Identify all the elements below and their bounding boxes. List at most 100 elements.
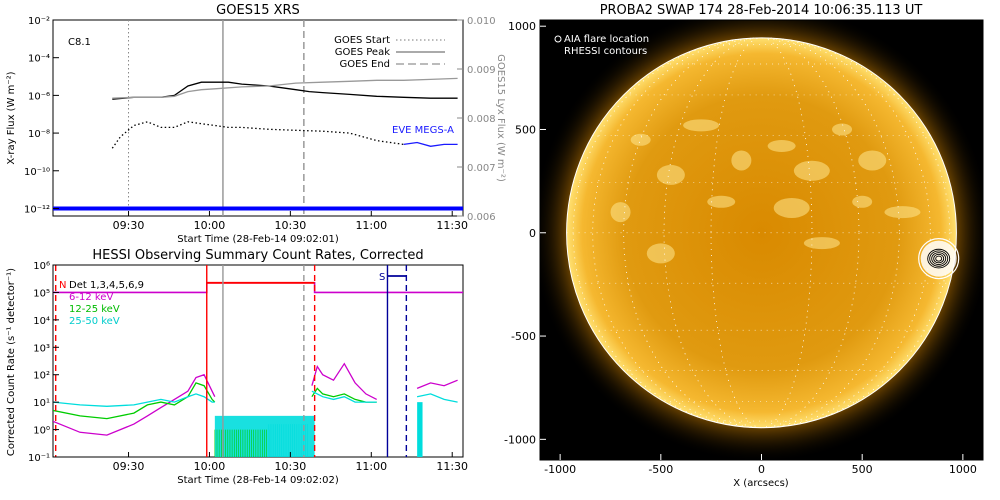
- goes-x-tick-label: 10:00: [194, 219, 226, 232]
- swap-x-tick-label: -1000: [544, 463, 576, 476]
- goes-y2-tick-label: 0.010: [467, 16, 496, 27]
- rhessi-contour: [933, 253, 945, 264]
- longitude-line: [572, 37, 951, 429]
- swap-title: PROBA2 SWAP 174 28-Feb-2014 10:06:35.113…: [600, 3, 923, 18]
- aia-flare-location-marker: [918, 237, 960, 280]
- swap-y-tick-label: 1000: [508, 20, 536, 33]
- swap-x-ticks: -1000 -500 0 500 1000: [544, 454, 977, 476]
- goes-y2-tick-label: 0.008: [467, 114, 496, 125]
- sun-lat-lon-grid: [566, 37, 957, 429]
- swap-y-ticks: 1000 500 0 -500 -1000: [504, 20, 546, 446]
- active-region: [773, 197, 810, 218]
- hessi-legend-25-50: 25-50 keV: [69, 316, 120, 327]
- goes-y-ticks-left: 10⁻² 10⁻⁴ 10⁻⁶ 10⁻⁸ 10⁻¹⁰ 10⁻¹²: [24, 16, 59, 215]
- hessi-flag-n: N: [59, 280, 66, 291]
- hessi-y-tick-label: 10²: [33, 371, 50, 382]
- rhessi-contour: [929, 250, 949, 267]
- swap-x-tick-label: 500: [852, 463, 873, 476]
- goes-plot-frame: [52, 19, 464, 217]
- active-region: [858, 150, 887, 171]
- hessi-series-line-6: [416, 379, 458, 390]
- hessi-x-label: Start Time (28-Feb-14 09:02:02): [177, 475, 339, 486]
- goes-x-tick-label: 11:30: [436, 219, 468, 232]
- hessi-series-line-7: [416, 393, 458, 403]
- flare-contours: [918, 237, 960, 280]
- goes-x-tick-label: 09:30: [113, 219, 145, 232]
- hessi-title: HESSI Observing Summary Count Rates, Cor…: [92, 248, 423, 263]
- goes-panel: GOES15 XRS 09:30 10:00 10:30 11:00 11:30 10⁻…: [6, 3, 506, 245]
- active-region: [793, 160, 830, 181]
- goes-eve-label: EVE MEGS-A: [392, 125, 454, 136]
- goes-y2-tick-label: 0.009: [467, 65, 496, 76]
- hessi-legend-12-25: 12-25 keV: [69, 304, 120, 315]
- goes-legend-start: GOES Start: [334, 35, 390, 46]
- goes-series: [53, 20, 463, 216]
- swap-legend: AIA flare location RHESSI contours: [554, 34, 649, 57]
- active-region: [683, 119, 720, 132]
- active-region: [832, 123, 853, 136]
- goes-y-tick-label: 10⁻¹⁰: [24, 167, 50, 178]
- hessi-x-tick-label: 11:30: [436, 460, 468, 473]
- hessi-y-ticks: 10⁶ 10⁵ 10⁴ 10³ 10² 10¹ 10⁰ 10⁻¹: [28, 261, 59, 464]
- goes-title: GOES15 XRS: [216, 3, 300, 18]
- hessi-panel: HESSI Observing Summary Count Rates, Cor…: [6, 248, 468, 486]
- goes-legend: GOES Start GOES Peak GOES End: [334, 35, 445, 70]
- hessi-y-tick-label: 10⁵: [33, 288, 50, 299]
- goes-y-label: X-ray Flux (W m⁻²): [6, 71, 17, 164]
- goes-legend-peak: GOES Peak: [335, 47, 390, 58]
- goes-x-tick-label: 10:30: [275, 219, 307, 232]
- sun-disk: [566, 37, 957, 429]
- hessi-y-tick-label: 10³: [33, 343, 50, 354]
- swap-x-label: X (arcsecs): [733, 478, 789, 489]
- hessi-x-tick-label: 10:00: [194, 460, 226, 473]
- hessi-y-label: Corrected Count Rate (s⁻¹ detector⁻¹): [6, 268, 17, 456]
- goes-series-line-0: [112, 81, 458, 100]
- swap-x-tick-label: 1000: [949, 463, 977, 476]
- swap-legend-aia-marker: [554, 35, 562, 43]
- swap-legend-rhessi-marker: [554, 47, 562, 55]
- goes-y-tick-label: 10⁻¹²: [24, 204, 50, 215]
- swap-y-tick-label: -500: [511, 330, 536, 343]
- goes-series-line-1: [112, 77, 458, 99]
- hessi-legend-det: Det 1,3,4,5,6,9: [69, 280, 144, 291]
- hessi-x-tick-label: 11:00: [355, 460, 387, 473]
- hessi-series-line-1: [53, 382, 216, 420]
- hessi-y-tick-label: 10⁰: [33, 426, 50, 437]
- hessi-flag-s: S: [379, 272, 385, 283]
- swap-y-tick-label: 0: [529, 227, 536, 240]
- longitude-line: [592, 37, 931, 429]
- flare-glow: [920, 240, 957, 277]
- swap-legend-aia: AIA flare location: [564, 34, 649, 45]
- hessi-y-tick-label: 10⁶: [33, 261, 50, 272]
- swap-panel: PROBA2 SWAP 174 28-Feb-2014 10:06:35.113…: [504, 3, 984, 489]
- swap-y-tick-label: -1000: [504, 433, 536, 446]
- hessi-y-tick-label: 10⁻¹: [28, 453, 50, 464]
- goes-y-tick-label: 10⁻⁶: [28, 91, 50, 102]
- active-region: [852, 195, 873, 208]
- swap-legend-rhessi: RHESSI contours: [564, 46, 647, 57]
- hessi-25-50-block: [417, 402, 423, 457]
- goes-y-tick-label: 10⁻⁸: [28, 129, 50, 140]
- active-region: [767, 140, 796, 153]
- swap-x-tick-label: 0: [758, 463, 765, 476]
- active-region: [731, 150, 752, 171]
- active-region: [630, 133, 651, 146]
- goes-y2-label: GOES15 Lyx Flux (W m⁻²): [495, 54, 506, 182]
- goes-y-tick-label: 10⁻⁴: [28, 54, 50, 65]
- rhessi-contour: [935, 255, 943, 262]
- swap-x-tick-label: -500: [648, 463, 673, 476]
- active-region: [707, 195, 736, 208]
- active-region: [803, 237, 840, 250]
- goes-legend-end: GOES End: [340, 59, 390, 70]
- rhessi-contour: [927, 248, 951, 269]
- active-region: [610, 202, 631, 223]
- longitude-line: [663, 37, 860, 429]
- swap-y-tick-label: 500: [515, 123, 536, 136]
- hessi-series-line-2: [53, 393, 215, 407]
- hessi-series-line-5: [311, 390, 377, 403]
- hessi-y-tick-label: 10⁴: [33, 316, 50, 327]
- active-region: [656, 164, 685, 185]
- goes-flare-class: C8.1: [68, 37, 91, 48]
- hessi-x-tick-label: 10:30: [275, 460, 307, 473]
